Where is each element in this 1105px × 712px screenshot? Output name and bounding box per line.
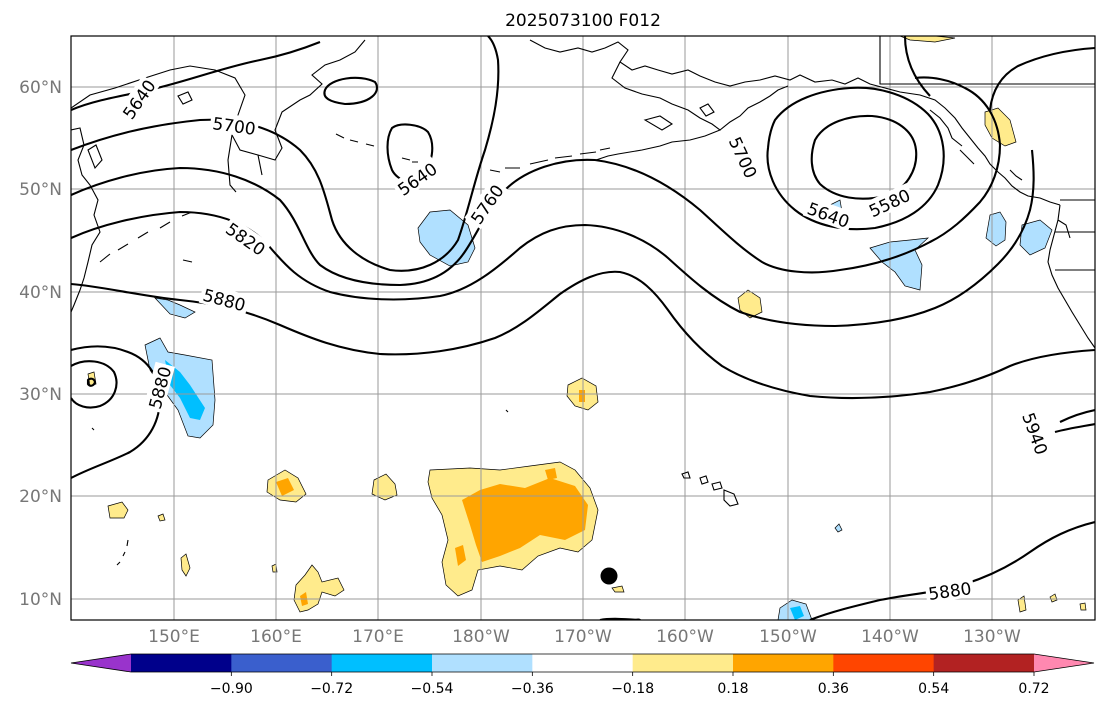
colorbar-tick-label: −0.18 — [611, 681, 654, 697]
lon-label: 130°W — [963, 627, 1021, 647]
gridlines — [71, 36, 1095, 620]
colorbar-tick-label: −0.90 — [210, 681, 253, 697]
colorbar-segment — [231, 654, 333, 672]
contour-label: 5880 — [600, 616, 643, 636]
lat-label: 20°N — [19, 487, 62, 507]
lon-label: 170°E — [352, 627, 404, 647]
colorbar-extend-max — [1034, 654, 1094, 672]
colorbar-segment — [833, 654, 935, 672]
height-contours — [71, 36, 1095, 620]
colorbar: −0.90 −0.72 −0.54 −0.36 −0.18 0.18 0.36 0.54 0.7… — [70, 653, 1095, 697]
colorbar-tick-label: −0.72 — [310, 681, 353, 697]
colorbar-segment — [331, 654, 433, 672]
colorbar-tick-label: 0.36 — [818, 681, 849, 697]
colorbar-segment — [432, 654, 533, 672]
lon-tick-labels: 150°E 160°E 170°E 180°W 170°W 160°W 150°… — [148, 627, 1021, 647]
colorbar-segment — [532, 654, 634, 672]
lon-label: 170°W — [554, 627, 612, 647]
colorbar-segment — [131, 654, 232, 672]
lon-label: 150°W — [759, 627, 817, 647]
colorbar-segment — [933, 654, 1035, 672]
contour-labels: 5640 5700 5820 5880 5880 5640 5760 5700 … — [117, 75, 1054, 636]
lat-label: 40°N — [19, 283, 62, 303]
map-title: 2025073100 F012 — [505, 11, 661, 31]
storm-marker — [600, 567, 618, 585]
lat-label: 50°N — [19, 180, 62, 200]
map-area: 5640 5700 5820 5880 5880 5640 5760 5700 … — [71, 36, 1095, 636]
colorbar-tick-label: 0.72 — [1018, 681, 1049, 697]
lon-label: 160°E — [250, 627, 302, 647]
lat-label: 60°N — [19, 78, 62, 98]
lat-tick-labels: 10°N 20°N 30°N 40°N 50°N 60°N — [19, 78, 62, 610]
lon-label: 140°W — [861, 627, 919, 647]
colorbar-tick-label: −0.54 — [411, 681, 454, 697]
colorbar-extend-min — [71, 654, 131, 672]
colorbar-tick-label: −0.36 — [511, 681, 554, 697]
colorbar-segment — [733, 654, 834, 672]
colorbar-tick-label: 0.54 — [918, 681, 949, 697]
lat-label: 10°N — [19, 590, 62, 610]
lon-label: 180°W — [452, 627, 510, 647]
colorbar-tick-label: 0.18 — [717, 681, 748, 697]
lon-label: 150°E — [148, 627, 200, 647]
map-frame — [70, 35, 1096, 621]
colorbar-segment — [632, 654, 734, 672]
lat-label: 30°N — [19, 385, 62, 405]
lon-label: 160°W — [656, 627, 714, 647]
colorbar-outline — [70, 653, 1095, 673]
coastlines — [71, 36, 1095, 566]
